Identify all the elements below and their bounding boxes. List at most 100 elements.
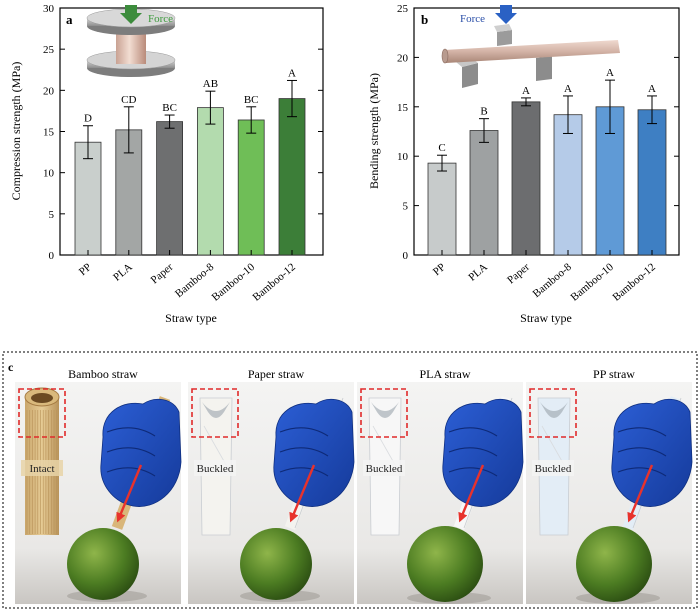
chart-b-error-bars [437, 79, 657, 172]
inset-b-force-label: Force [460, 13, 485, 25]
y-tick-label: 20 [397, 52, 409, 64]
photo-title: Paper straw [248, 367, 305, 381]
chart-b-y-axis-title: Bending strength (MPa) [367, 73, 381, 189]
x-tick-label: PLA [111, 261, 135, 284]
bar-bamboo-8 [553, 114, 583, 256]
chart-b-plot-frame [413, 7, 680, 256]
photo-panel-border [2, 351, 698, 609]
photo-title: Bamboo straw [68, 367, 138, 381]
x-tick-label: PP [431, 261, 448, 278]
straw-status-label: Intact [29, 463, 54, 475]
panel-b-label: b [421, 12, 428, 27]
panel-c-label: c [8, 360, 14, 374]
chart-b-significance-letters: C B A A A A [438, 67, 656, 154]
chart-a-error-bars [83, 79, 297, 160]
significance-letter: CD [121, 94, 136, 106]
gloved-hand-icon [273, 398, 355, 507]
significance-letter: A [564, 83, 572, 95]
compression-inset: Force [86, 5, 176, 77]
x-tick-label: Bamboo-10 [568, 261, 616, 304]
lime-icon [67, 528, 139, 600]
bending-inset: Force [441, 5, 620, 88]
y-tick-label: 0 [403, 250, 409, 262]
gloved-hand-icon [442, 398, 524, 507]
significance-letter: BC [162, 102, 177, 114]
bending-chart: b Force C B A A A A 0 5 10 15 20 25 PP PLA Paper Bamb… [367, 3, 680, 325]
significance-letter: BC [244, 94, 259, 106]
bar-bamboo-8 [196, 107, 224, 256]
bar-bamboo-12 [637, 109, 667, 256]
bar-paper [156, 121, 184, 256]
force-direction-arrow-icon [289, 464, 316, 523]
x-tick-label: Paper [505, 261, 532, 287]
y-tick-label: 20 [43, 85, 55, 97]
bar-pla [469, 130, 499, 256]
highlight-box [191, 388, 239, 438]
x-tick-label: PP [77, 261, 94, 278]
y-tick-label: 0 [49, 250, 55, 262]
y-tick-label: 25 [397, 3, 409, 15]
highlight-box [360, 388, 408, 438]
x-tick-label: Bamboo-12 [250, 261, 298, 304]
significance-letter: A [522, 85, 530, 97]
chart-a-significance-letters: D CD BC AB BC A [84, 67, 296, 124]
force-arrow-icon [120, 5, 142, 24]
significance-letter: A [288, 67, 296, 79]
highlight-box [18, 388, 66, 438]
force-direction-arrow-icon [116, 464, 143, 523]
photo-bamboo-straw: Bamboo straw Intact [15, 367, 182, 604]
chart-a-y-axis: 0 5 10 15 20 25 30 [43, 3, 323, 262]
bar-bamboo-12 [278, 98, 306, 256]
chart-b-x-axis-title: Straw type [520, 311, 572, 325]
highlight-box [529, 388, 577, 438]
x-tick-label: Paper [149, 261, 176, 287]
photo-title: PLA straw [420, 367, 471, 381]
force-direction-arrow-icon [627, 464, 654, 523]
significance-letter: B [480, 106, 487, 118]
gloved-hand-icon [100, 398, 182, 507]
chart-b-y-axis: 0 5 10 15 20 25 [397, 3, 679, 262]
lime-icon [407, 526, 483, 602]
straw-status-label: Buckled [535, 463, 572, 475]
bar-paper [511, 101, 541, 256]
photo-title: PP straw [593, 367, 635, 381]
gloved-hand-icon [611, 398, 693, 507]
chart-a-y-axis-title: Compression strength (MPa) [9, 62, 23, 201]
y-tick-label: 10 [397, 151, 409, 163]
y-tick-label: 15 [43, 127, 55, 139]
y-tick-label: 30 [43, 3, 55, 15]
chart-a-bars [74, 98, 306, 256]
significance-letter: A [648, 83, 656, 95]
x-tick-label: PLA [466, 261, 490, 284]
significance-letter: AB [203, 78, 218, 90]
significance-letter: C [438, 142, 445, 154]
photo-pp-straw: PP straw Buckled [526, 367, 693, 604]
bar-bamboo-10 [237, 119, 265, 256]
force-arrow-icon [495, 5, 517, 24]
significance-letter: A [606, 67, 614, 79]
chart-b-bars [427, 101, 667, 256]
y-tick-label: 5 [403, 201, 409, 213]
lime-icon [576, 526, 652, 602]
panel-a-label: a [66, 12, 73, 27]
straw-status-label: Buckled [197, 463, 234, 475]
y-tick-label: 25 [43, 44, 55, 56]
y-tick-label: 10 [43, 168, 55, 180]
compression-chart: a Force D CD BC AB BC A 0 5 10 15 20 25 30 PP PLA Pap… [9, 3, 324, 325]
significance-letter: D [84, 113, 92, 125]
chart-a-x-axis-title: Straw type [165, 311, 217, 325]
force-direction-arrow-icon [458, 464, 485, 523]
straw-status-label: Buckled [366, 463, 403, 475]
lime-icon [240, 528, 312, 600]
photo-pla-straw: PLA straw Buckled [357, 367, 524, 604]
photo-paper-straw: Paper straw Buckled [188, 367, 355, 604]
bar-pp [74, 141, 102, 256]
bar-pp [427, 162, 457, 256]
y-tick-label: 15 [397, 102, 409, 114]
x-tick-label: Bamboo-12 [610, 261, 658, 304]
y-tick-label: 5 [49, 209, 55, 221]
